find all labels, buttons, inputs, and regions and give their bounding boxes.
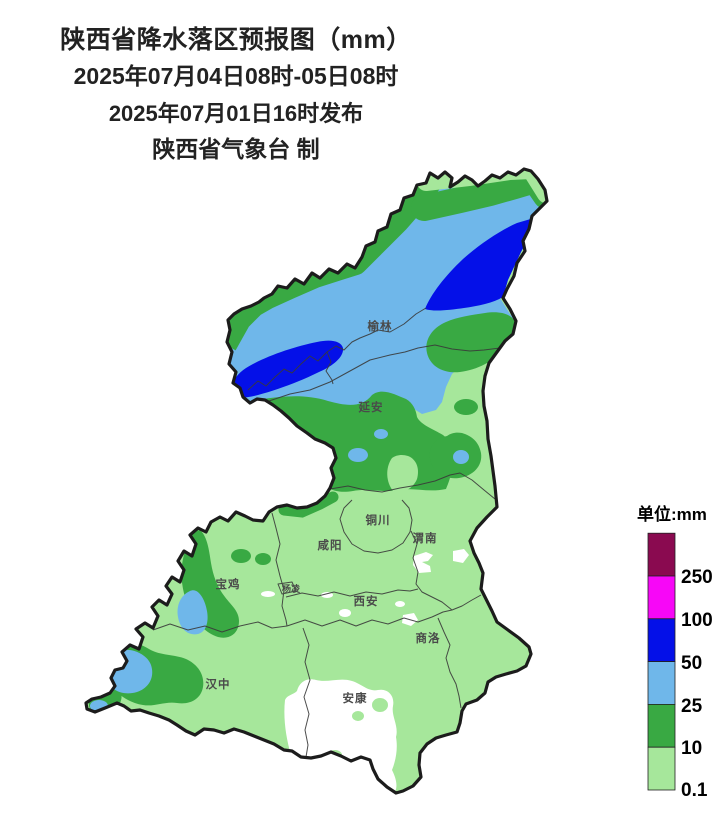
border-yangling bbox=[277, 581, 297, 595]
city-label-shangluo: 商洛 bbox=[416, 631, 441, 645]
city-boundary-lines bbox=[152, 307, 523, 758]
border-yulin-county-wiggle bbox=[247, 307, 427, 391]
border-yanan-south bbox=[329, 472, 496, 500]
white-patch-ankang bbox=[284, 679, 397, 792]
legend: 单位:mm 250 100 50 25 10 0.1 bbox=[637, 504, 713, 801]
city-label-baoji: 宝鸡 bbox=[216, 577, 241, 591]
legend-swatch-100 bbox=[647, 575, 676, 620]
issue-time: 2025年07月01日16时发布 bbox=[108, 101, 364, 126]
fill-northeast-dark-blue-band bbox=[425, 218, 534, 311]
legend-swatch-250 bbox=[647, 532, 676, 577]
border-hanzhong-ankang bbox=[302, 627, 311, 758]
fill-east-green-dot bbox=[454, 399, 478, 415]
forecast-period: 2025年07月04日08时-05日08时 bbox=[73, 63, 399, 89]
border-shangluo-ankang bbox=[437, 617, 462, 709]
fill-baoji-green-dot-1 bbox=[231, 549, 251, 563]
issuing-agency: 陕西省气象台 制 bbox=[152, 136, 320, 162]
city-label-xianyang: 咸阳 bbox=[318, 538, 343, 552]
border-wei-river bbox=[285, 588, 419, 598]
precipitation-fill-layers bbox=[86, 169, 547, 793]
city-label-weinan: 渭南 bbox=[413, 531, 438, 545]
fill-yanan-lightblue-dot-1 bbox=[348, 448, 368, 462]
legend-swatch-0-1 bbox=[647, 746, 676, 791]
legend-unit-label: 单位:mm bbox=[637, 504, 707, 524]
city-label-yangling: 杨凌 bbox=[282, 583, 301, 594]
city-label-yanan: 延安 bbox=[358, 400, 384, 414]
legend-value-labels: 250 100 50 25 10 0.1 bbox=[681, 567, 713, 801]
border-xian-weinan bbox=[410, 530, 482, 611]
border-yulin-county-branch bbox=[325, 351, 334, 385]
border-yulin-yanan bbox=[265, 333, 523, 403]
city-labels: 榆林 延安 铜川 渭南 咸阳 杨凌 西安 宝鸡 商洛 汉中 安康 bbox=[206, 319, 441, 705]
title-block: 陕西省降水落区预报图（mm） 2025年07月04日08时-05日08时 202… bbox=[0, 22, 472, 167]
border-qinling bbox=[286, 609, 453, 627]
legend-swatch-10 bbox=[647, 704, 676, 748]
city-label-hanzhong: 汉中 bbox=[206, 677, 231, 691]
fill-guanzhong-north-green-strip bbox=[278, 491, 339, 518]
fill-yanan-lightblue-dot-2 bbox=[374, 429, 388, 439]
legend-value-50: 50 bbox=[681, 653, 702, 674]
fill-baoji-green-dot-2 bbox=[255, 553, 271, 565]
fill-baoji-lightblue-patch bbox=[177, 590, 208, 635]
city-label-tongchuan: 铜川 bbox=[365, 513, 391, 527]
fill-yanan-lightblue-dot-3 bbox=[453, 450, 469, 464]
white-patch-weinan-east bbox=[453, 549, 469, 563]
legend-swatch-50 bbox=[647, 618, 676, 662]
fill-southwest-dark-blue-band bbox=[231, 340, 344, 398]
legend-value-250: 250 bbox=[681, 567, 713, 588]
fill-yanan-lightgreen-wedge bbox=[387, 454, 418, 492]
legend-value-25: 25 bbox=[681, 696, 703, 717]
legend-color-bar bbox=[647, 532, 676, 791]
border-baoji-xianyang bbox=[271, 512, 288, 627]
legend-value-100: 100 bbox=[681, 610, 713, 631]
white-patch-weinan bbox=[413, 552, 433, 573]
white-patch-xian-2 bbox=[395, 601, 405, 607]
border-baoji-hanzhong bbox=[152, 621, 288, 633]
map-title: 陕西省降水落区预报图（mm） bbox=[60, 26, 412, 54]
legend-value-0-1: 0.1 bbox=[681, 780, 708, 801]
fill-ankang-island-1 bbox=[372, 698, 388, 712]
legend-value-10: 10 bbox=[681, 738, 702, 759]
city-label-xian: 西安 bbox=[354, 594, 379, 608]
province-outline bbox=[84, 167, 549, 795]
border-tongchuan bbox=[339, 499, 413, 554]
city-label-ankang: 安康 bbox=[343, 691, 368, 705]
fill-ankang-island-2 bbox=[352, 711, 364, 721]
legend-swatch-25 bbox=[647, 661, 676, 705]
white-patch-xian-1 bbox=[339, 609, 351, 617]
white-patch-yangling-1 bbox=[261, 591, 275, 597]
city-label-yulin: 榆林 bbox=[368, 319, 393, 333]
